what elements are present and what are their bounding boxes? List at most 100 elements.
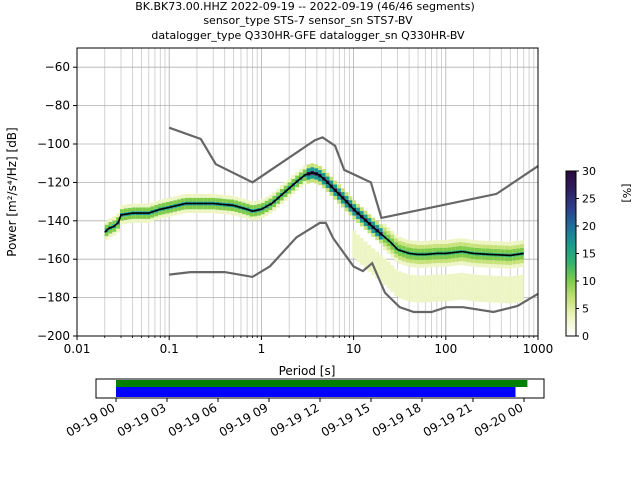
- psd-cell: [215, 198, 220, 202]
- psd-cell: [348, 200, 353, 204]
- psd-cell: [394, 242, 399, 247]
- psd-cell: [508, 264, 513, 269]
- psd-cell: [177, 199, 181, 204]
- psd-cell: [470, 255, 475, 259]
- psd-cell: [428, 240, 433, 245]
- psd-cell: [485, 263, 490, 268]
- psd-cell: [139, 215, 143, 219]
- psd-cell: [447, 258, 452, 263]
- psd-cell: [169, 197, 174, 202]
- psd-cell: [497, 245, 501, 250]
- colorbar: 0 5 10 15 20 25 30 [%]: [565, 165, 633, 343]
- psd-cell: [432, 297, 437, 302]
- psd-cell: [512, 249, 517, 253]
- psd-cell: [439, 247, 444, 252]
- psd-cell: [306, 175, 311, 180]
- timeline-tick-label: 09-20 00: [472, 400, 526, 439]
- psd-cell: [161, 202, 166, 207]
- psd-cell: [447, 262, 452, 267]
- psd-cell: [356, 249, 360, 254]
- psd-cell: [333, 192, 338, 196]
- psd-cell: [478, 294, 482, 298]
- psd-cell: [424, 290, 429, 295]
- psd-cell: [359, 218, 364, 223]
- psd-cell: [462, 253, 467, 258]
- psd-cell: [131, 203, 136, 208]
- psd-cell: [470, 243, 475, 248]
- psd-cell: [382, 262, 387, 266]
- psd-cell: [508, 257, 513, 262]
- colorbar-tick-label: 15: [582, 248, 596, 261]
- psd-cell: [455, 296, 459, 301]
- psd-cell: [497, 249, 501, 253]
- psd-cell: [378, 235, 383, 240]
- psd-cell: [409, 294, 414, 298]
- psd-cell: [356, 253, 360, 258]
- noise-model-line: [169, 221, 539, 314]
- psd-cell: [455, 273, 459, 278]
- psd-cell: [344, 207, 349, 212]
- psd-cell: [489, 279, 494, 284]
- psd-cell: [295, 175, 300, 180]
- psd-cell: [478, 240, 482, 245]
- psd-cell: [436, 278, 440, 283]
- psd-cell: [363, 260, 368, 265]
- psd-cell: [424, 275, 429, 280]
- psd-cell: [146, 215, 151, 219]
- psd-cell: [413, 263, 418, 268]
- colorbar-tick-label: 20: [582, 220, 596, 233]
- psd-cell: [302, 177, 307, 182]
- x-axis-label: Period [s]: [279, 364, 336, 378]
- colorbar-tick-label: 25: [582, 193, 596, 206]
- psd-cell: [451, 277, 456, 282]
- psd-cell: [123, 204, 128, 209]
- psd-cell: [428, 275, 433, 279]
- psd-cell: [436, 263, 440, 267]
- psd-cell: [321, 169, 326, 173]
- psd-cell: [196, 193, 200, 198]
- psd-cell: [466, 277, 471, 282]
- psd-cell: [123, 208, 128, 213]
- psd-cell: [432, 290, 437, 294]
- psd-cell: [310, 178, 315, 183]
- psd-cell: [478, 282, 482, 287]
- psd-cell: [348, 196, 353, 201]
- psd-cell: [108, 222, 113, 226]
- psd-cell: [481, 279, 486, 283]
- psd-cell: [394, 292, 399, 297]
- psd-cell: [519, 240, 524, 245]
- psd-cell: [420, 244, 425, 249]
- psd-cell: [375, 259, 379, 264]
- psd-cell: [500, 299, 505, 304]
- psd-cell: [260, 198, 265, 203]
- psd-cell: [481, 244, 486, 249]
- psd-cell: [508, 280, 513, 285]
- psd-cell: [196, 197, 200, 202]
- psd-cell: [500, 276, 505, 280]
- psd-cell: [462, 261, 467, 266]
- psd-cell: [493, 264, 498, 269]
- psd-cell: [451, 254, 456, 259]
- psd-cell: [352, 234, 357, 239]
- psd-cell: [401, 245, 406, 250]
- psd-cell: [192, 205, 197, 210]
- psd-cell: [359, 245, 364, 250]
- psd-cell: [318, 181, 322, 186]
- psd-cell: [470, 289, 475, 294]
- psd-cell: [451, 285, 456, 290]
- psd-cell: [504, 245, 509, 250]
- psd-cell: [413, 259, 418, 264]
- psd-cell: [390, 230, 395, 235]
- psd-cell: [318, 166, 322, 170]
- y-tick-label: −200: [37, 329, 70, 343]
- psd-cell: [104, 224, 109, 229]
- psd-cell: [344, 192, 349, 197]
- psd-cell: [458, 245, 463, 250]
- psd-cell: [382, 281, 387, 286]
- psd-cell: [500, 260, 505, 265]
- psd-cell: [409, 297, 414, 302]
- psd-cell: [462, 284, 467, 289]
- psd-cell: [238, 201, 242, 206]
- psd-cell: [470, 278, 475, 283]
- psd-cell: [169, 201, 174, 205]
